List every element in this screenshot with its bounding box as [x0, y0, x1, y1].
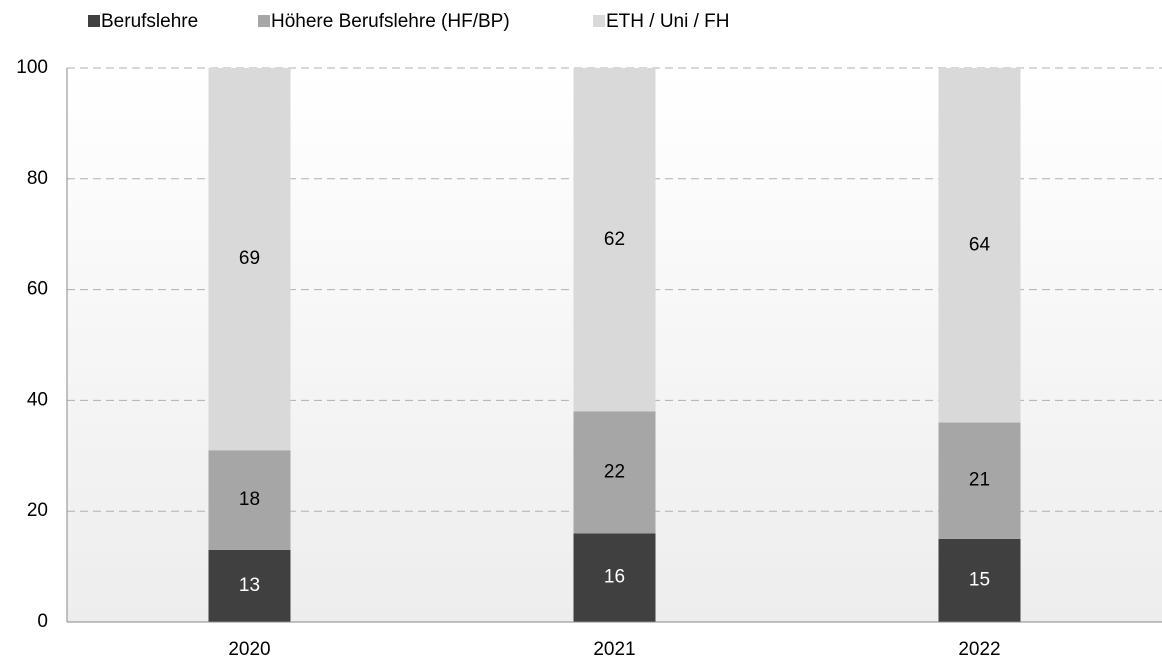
bar-segment	[938, 538, 1021, 622]
y-tick-label: 60	[27, 279, 48, 300]
y-tick-label: 80	[27, 168, 48, 189]
data-label: 13	[239, 575, 260, 596]
bar-segment	[938, 68, 1021, 423]
legend-label: ETH / Uni / FH	[606, 11, 730, 32]
data-label: 21	[969, 470, 990, 491]
legend-swatch	[88, 15, 100, 27]
bar-segment	[208, 549, 291, 622]
bar-segment	[938, 422, 1021, 539]
y-tick-label: 100	[16, 57, 48, 78]
y-tick-label: 40	[27, 389, 48, 410]
data-label: 15	[969, 569, 990, 590]
x-tick-label: 2022	[958, 639, 1000, 660]
bar-segment	[208, 450, 291, 550]
y-tick-label: 20	[27, 500, 48, 521]
bar-segment	[573, 533, 656, 622]
data-label: 62	[604, 229, 625, 250]
legend-label: Berufslehre	[101, 11, 198, 32]
x-tick-label: 2020	[228, 639, 270, 660]
data-label: 16	[604, 567, 625, 588]
bar-segment	[208, 68, 291, 451]
bar-segment	[573, 411, 656, 534]
y-tick-label: 0	[37, 611, 48, 632]
data-label: 22	[604, 461, 625, 482]
legend-swatch	[593, 15, 605, 27]
x-tick-label: 2021	[593, 639, 635, 660]
data-label: 64	[969, 234, 991, 255]
data-label: 18	[239, 489, 260, 510]
bar-segment	[573, 68, 656, 412]
legend-swatch	[258, 15, 270, 27]
data-label: 69	[239, 248, 260, 269]
legend-label: Höhere Berufslehre (HF/BP)	[271, 11, 510, 32]
